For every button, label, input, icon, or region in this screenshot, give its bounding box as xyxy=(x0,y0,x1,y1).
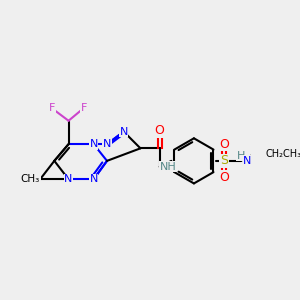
Text: O: O xyxy=(155,124,165,137)
Text: CH₃: CH₃ xyxy=(21,174,40,184)
Text: F: F xyxy=(49,103,55,113)
Text: N: N xyxy=(64,174,73,184)
Text: F: F xyxy=(80,103,87,113)
Text: S: S xyxy=(220,154,228,167)
Text: N: N xyxy=(103,139,111,149)
Text: O: O xyxy=(219,171,229,184)
Text: N: N xyxy=(243,156,252,166)
Text: N: N xyxy=(119,127,128,136)
Text: N: N xyxy=(89,139,98,149)
Text: CH₂CH₃: CH₂CH₃ xyxy=(266,149,300,159)
Text: O: O xyxy=(219,138,229,151)
Text: N: N xyxy=(89,174,98,184)
Text: H: H xyxy=(236,151,245,161)
Text: NH: NH xyxy=(160,162,176,172)
